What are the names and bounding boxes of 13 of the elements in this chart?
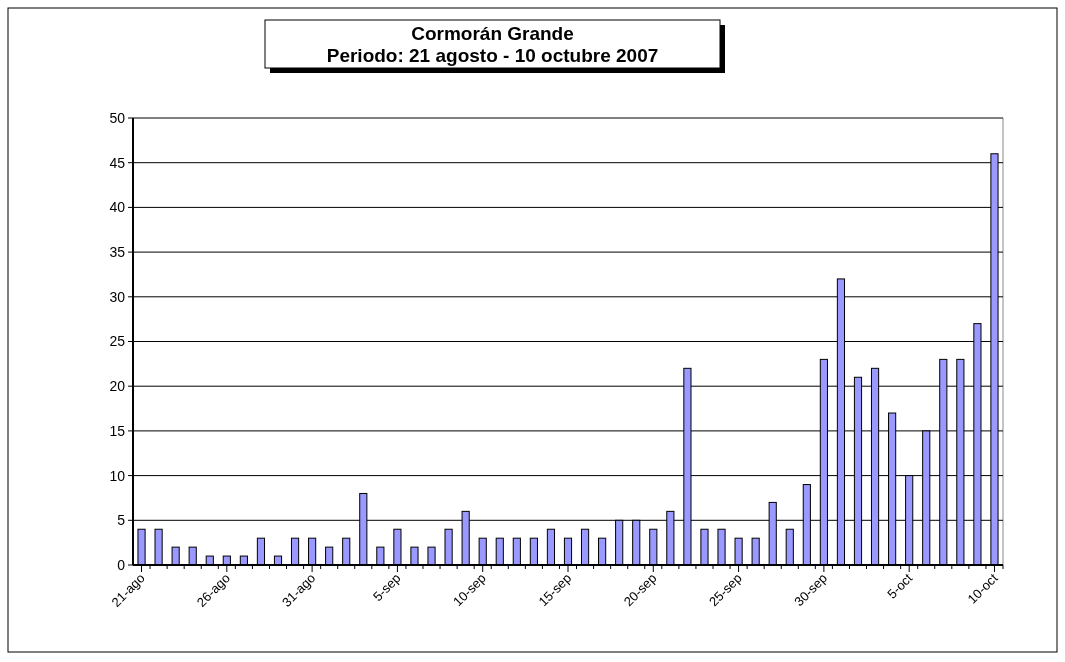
y-tick-label: 35 [109, 244, 126, 260]
y-tick-label: 30 [109, 288, 126, 305]
y-tick-label: 15 [109, 422, 126, 439]
y-tick-label: 50 [109, 109, 126, 126]
y-tick-label: 20 [109, 378, 126, 395]
chart-subtitle: Periodo: 21 agosto - 10 octubre 2007 [326, 45, 659, 66]
y-tick-label: 25 [109, 333, 126, 350]
y-tick-label: 5 [117, 512, 126, 529]
y-tick-label: 45 [109, 154, 126, 171]
y-tick-label: 10 [109, 467, 126, 484]
y-tick-label: 40 [109, 199, 126, 216]
y-tick-label: 0 [117, 556, 126, 573]
chart-title: Cormorán Grande [411, 23, 574, 44]
